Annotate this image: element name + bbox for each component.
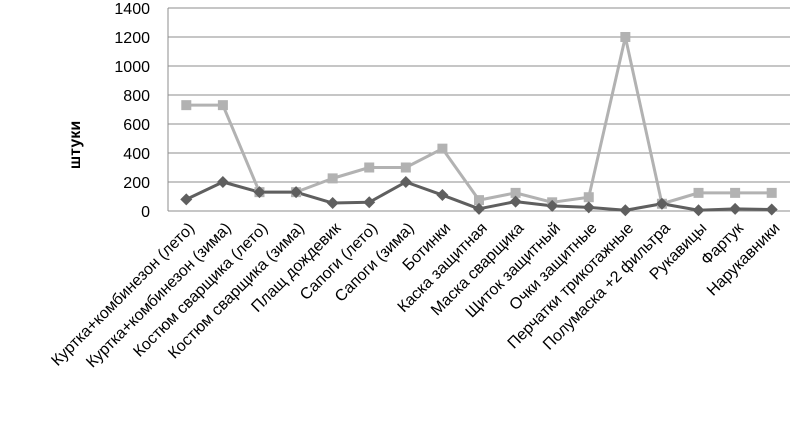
series-2-line <box>186 35 772 206</box>
series-2-point <box>620 32 631 42</box>
series-1-point <box>509 195 522 208</box>
series-2-point <box>693 187 704 198</box>
x-tick-labels: Куртка+комбинезон (лето)Куртка+комбинезо… <box>48 219 783 371</box>
series-2-point <box>766 187 777 198</box>
y-tick-label: 400 <box>123 146 150 163</box>
series-2-point <box>510 187 521 198</box>
series-2-point <box>437 143 448 154</box>
series-2-point <box>730 187 741 198</box>
series-1-point <box>180 193 193 206</box>
series-1-point <box>765 203 778 216</box>
y-tick-label: 600 <box>123 117 150 134</box>
y-tick-labels: 0 200 400 600 800 1000 1200 1400 <box>114 1 150 221</box>
series-1-point <box>399 176 412 188</box>
series-group <box>180 32 778 217</box>
series-2-point <box>217 100 228 111</box>
y-tick-label: 1400 <box>114 1 150 18</box>
series-1-point <box>692 204 705 217</box>
series-1-point <box>216 176 229 188</box>
series-1-point <box>363 196 376 209</box>
series-1-point <box>729 202 742 215</box>
x-tick-label: Куртка+комбинезон (зима) <box>83 220 234 371</box>
y-tick-label: 1200 <box>114 30 150 47</box>
y-tick-label: 0 <box>141 204 150 221</box>
series-1-point <box>326 197 339 210</box>
series-1-point <box>619 204 632 217</box>
y-tick-label: 200 <box>123 175 150 192</box>
series-1-point <box>546 199 559 212</box>
y-axis-label: штуки <box>67 121 84 169</box>
series-2-point <box>583 192 594 203</box>
y-tick-label: 800 <box>123 88 150 105</box>
y-tick-label: 1000 <box>114 59 150 76</box>
series-2-point <box>400 162 411 173</box>
series-1-point <box>655 197 668 210</box>
series-2-point <box>474 195 484 206</box>
series-1-point <box>436 189 449 202</box>
series-1-point <box>473 202 485 215</box>
series-1-point <box>290 186 303 199</box>
series-2-point <box>364 162 375 173</box>
series-2-point <box>181 100 192 111</box>
series-1-point <box>253 186 266 199</box>
series-2-point <box>327 173 338 184</box>
axes <box>167 8 790 212</box>
gridlines <box>168 7 790 183</box>
series-1-point <box>582 201 595 214</box>
